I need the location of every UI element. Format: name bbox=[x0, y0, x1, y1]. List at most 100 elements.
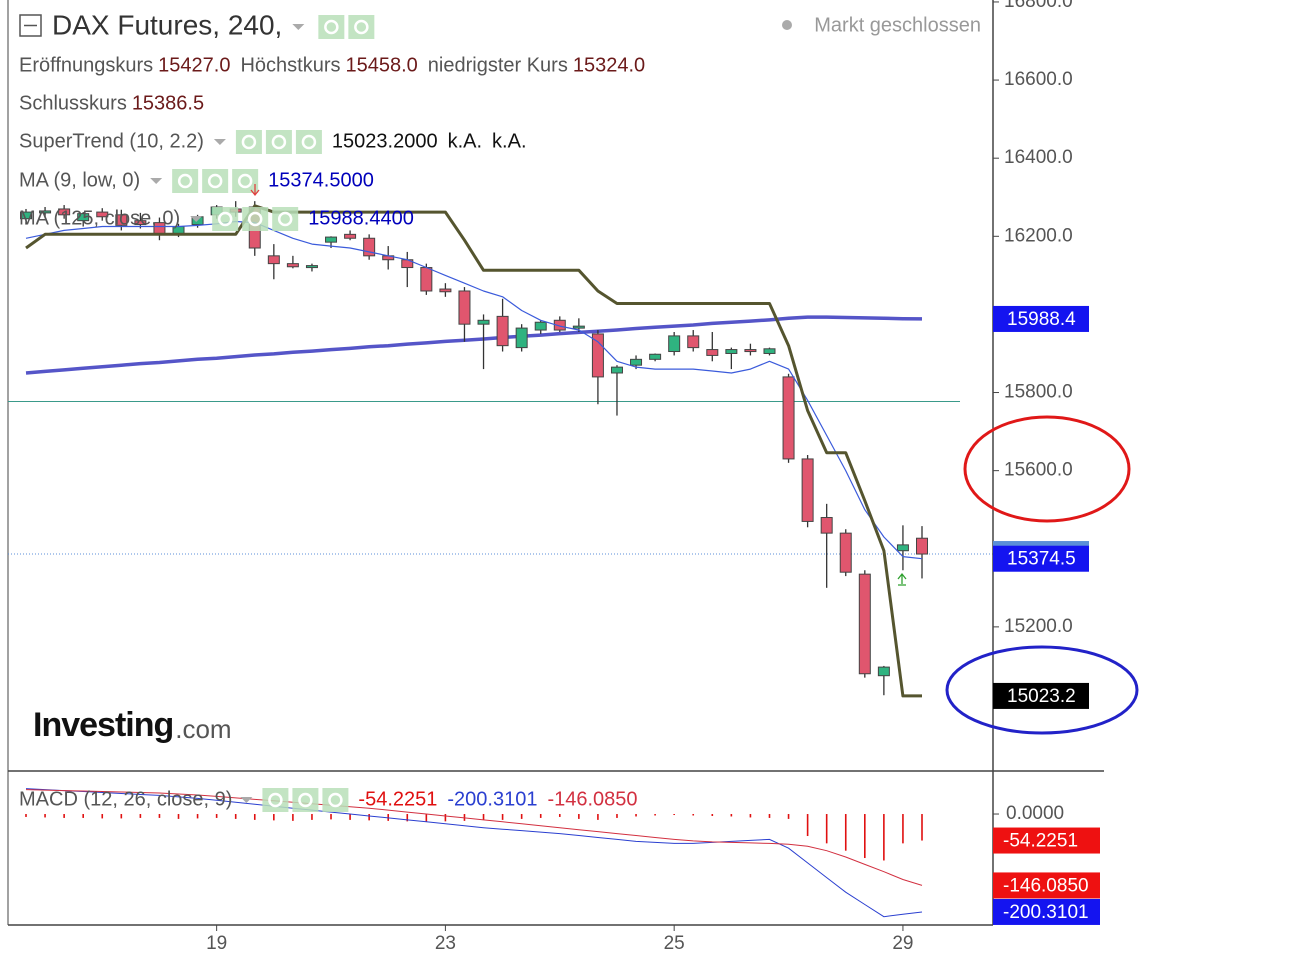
ohlc-value: 15458.0 bbox=[345, 54, 417, 76]
candle-body bbox=[820, 517, 833, 534]
histogram-bar bbox=[902, 814, 904, 844]
histogram-bar bbox=[311, 814, 313, 820]
icon-glyph bbox=[247, 211, 263, 227]
icon-glyph bbox=[324, 19, 339, 35]
ohlc-label: Eröffnungskurs bbox=[19, 54, 153, 76]
histogram-bar bbox=[673, 814, 675, 816]
candle-body bbox=[630, 358, 643, 366]
icon-button[interactable] bbox=[265, 130, 292, 154]
histogram-bar bbox=[82, 814, 84, 818]
y-tick-label: 15600.0 bbox=[1004, 460, 1073, 481]
icon-glyph bbox=[271, 134, 287, 150]
icon-button[interactable] bbox=[235, 130, 262, 154]
dropdown[interactable] bbox=[213, 139, 226, 145]
histogram-bar bbox=[215, 814, 218, 818]
candle-body bbox=[20, 211, 32, 220]
histogram-bar bbox=[616, 814, 618, 818]
candle-body bbox=[610, 366, 623, 374]
candle-body bbox=[515, 327, 528, 349]
indicator-value: k.A. bbox=[448, 130, 482, 152]
dropdown[interactable] bbox=[240, 797, 253, 803]
icon-button[interactable] bbox=[272, 207, 299, 231]
icon-button[interactable] bbox=[172, 169, 199, 193]
histogram-bar bbox=[63, 814, 65, 818]
icon-button[interactable] bbox=[292, 788, 319, 812]
logo-suffix: .com bbox=[175, 714, 231, 744]
icon-button[interactable] bbox=[348, 15, 375, 39]
candle-body bbox=[668, 335, 681, 353]
ohlc-label: niedrigster Kurs bbox=[428, 54, 568, 76]
candle-body bbox=[96, 211, 109, 218]
candle-body bbox=[496, 315, 509, 347]
y-tick-label: 16400.0 bbox=[1004, 147, 1073, 168]
icon-glyph bbox=[177, 173, 193, 189]
value-badge-label: -54.2251 bbox=[1003, 831, 1078, 852]
icon-button[interactable] bbox=[242, 207, 269, 231]
candle-body bbox=[782, 376, 795, 460]
value-badge bbox=[993, 872, 1100, 899]
icon-button[interactable] bbox=[232, 169, 259, 193]
candle-body bbox=[134, 220, 147, 226]
histogram-bar bbox=[25, 814, 27, 817]
candle-body bbox=[115, 214, 128, 226]
y-tick-label: 15200.0 bbox=[1004, 616, 1073, 637]
y-tick-label: 16600.0 bbox=[1004, 69, 1073, 90]
icon-button[interactable] bbox=[262, 788, 289, 812]
ohlc-value: 15386.5 bbox=[132, 92, 204, 114]
x-tick-label: 23 bbox=[435, 933, 456, 954]
histogram-bar bbox=[139, 814, 142, 818]
histogram-bar bbox=[330, 814, 332, 820]
candle-body bbox=[58, 208, 71, 216]
histogram-bar bbox=[444, 814, 447, 822]
histogram-bar bbox=[806, 814, 809, 837]
value-badge-label: -146.0850 bbox=[1003, 875, 1089, 896]
histogram-bar bbox=[101, 814, 104, 819]
icon-button[interactable] bbox=[202, 169, 229, 193]
ohlc-label: Höchstkurs bbox=[240, 54, 340, 76]
price-badge-label: 15988.4 bbox=[1007, 309, 1076, 330]
histogram-bar bbox=[158, 814, 161, 818]
candle-body bbox=[39, 210, 52, 214]
histogram-bar bbox=[406, 814, 409, 822]
annotation-circle bbox=[963, 415, 1131, 523]
histogram-bar bbox=[787, 814, 790, 819]
macd-line bbox=[25, 788, 923, 918]
candle-body bbox=[344, 233, 357, 239]
histogram-bar bbox=[196, 814, 199, 819]
icon-button[interactable] bbox=[318, 15, 345, 39]
icon-glyph bbox=[241, 134, 257, 150]
dropdown[interactable] bbox=[150, 178, 163, 184]
price-badge-label: 15023.2 bbox=[1007, 686, 1076, 707]
icon-glyph bbox=[217, 211, 233, 227]
indicator-name: MA (9, low, 0) bbox=[19, 169, 140, 191]
icon-glyph bbox=[277, 211, 293, 227]
histogram-bar bbox=[749, 814, 752, 818]
histogram-bar bbox=[692, 814, 695, 816]
x-tick-label: 29 bbox=[892, 933, 913, 954]
candle-body bbox=[363, 237, 376, 257]
icon-button[interactable] bbox=[295, 130, 322, 154]
candle-body bbox=[916, 537, 928, 555]
icon-glyph bbox=[268, 792, 283, 808]
histogram-bar bbox=[768, 814, 771, 818]
dropdown[interactable] bbox=[292, 24, 305, 30]
ohlc-value: 15324.0 bbox=[573, 54, 645, 76]
histogram-bar bbox=[711, 814, 714, 816]
candle-body bbox=[763, 348, 776, 354]
collapse-button[interactable] bbox=[19, 14, 42, 37]
candle-body bbox=[553, 319, 566, 331]
candle-body bbox=[649, 353, 662, 360]
price-badge bbox=[993, 305, 1089, 332]
histogram-bar bbox=[844, 814, 847, 851]
histogram-bar bbox=[597, 814, 599, 820]
market-status: Markt geschlossen bbox=[814, 14, 981, 36]
candle-body bbox=[458, 290, 471, 325]
y-tick-label: 16200.0 bbox=[1004, 225, 1073, 246]
dropdown[interactable] bbox=[190, 216, 203, 222]
indicator-line bbox=[25, 315, 923, 375]
candle-body bbox=[439, 288, 452, 293]
icon-button[interactable] bbox=[322, 788, 349, 812]
icon-button[interactable] bbox=[212, 207, 239, 231]
histogram-bar bbox=[730, 814, 733, 817]
